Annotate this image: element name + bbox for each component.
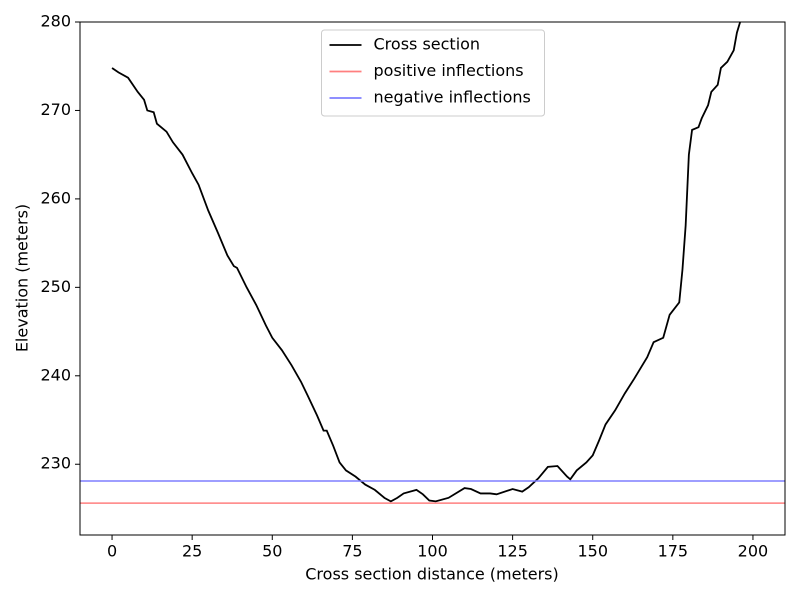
y-tick-label: 240: [40, 365, 71, 384]
y-tick-label: 250: [40, 277, 71, 296]
x-axis-label: Cross section distance (meters): [305, 565, 558, 584]
legend-label: Cross section: [374, 35, 481, 54]
x-tick-label: 25: [182, 542, 202, 561]
legend-label: positive inflections: [374, 61, 524, 80]
y-tick-label: 270: [40, 100, 71, 119]
legend-box: [321, 29, 545, 117]
x-tick-label: 150: [577, 542, 608, 561]
legend-label: negative inflections: [374, 88, 531, 107]
y-axis-label: Elevation (meters): [13, 204, 32, 352]
x-tick-label: 100: [417, 542, 448, 561]
x-tick-label: 0: [107, 542, 117, 561]
legend: Cross section positive inflections negativ…: [321, 29, 545, 117]
x-tick-label: 50: [262, 542, 282, 561]
x-tick-label: 175: [658, 542, 689, 561]
y-tick-label: 280: [40, 12, 71, 31]
data-line: [111, 22, 741, 503]
y-tick-label: 230: [40, 454, 71, 473]
y-tick-label: 260: [40, 188, 71, 207]
x-tick-label: 200: [738, 542, 769, 561]
axes-frame: [79, 21, 786, 536]
x-tick-label: 75: [342, 542, 362, 561]
x-tick-label: 125: [497, 542, 528, 561]
plot-area: [80, 22, 785, 504]
